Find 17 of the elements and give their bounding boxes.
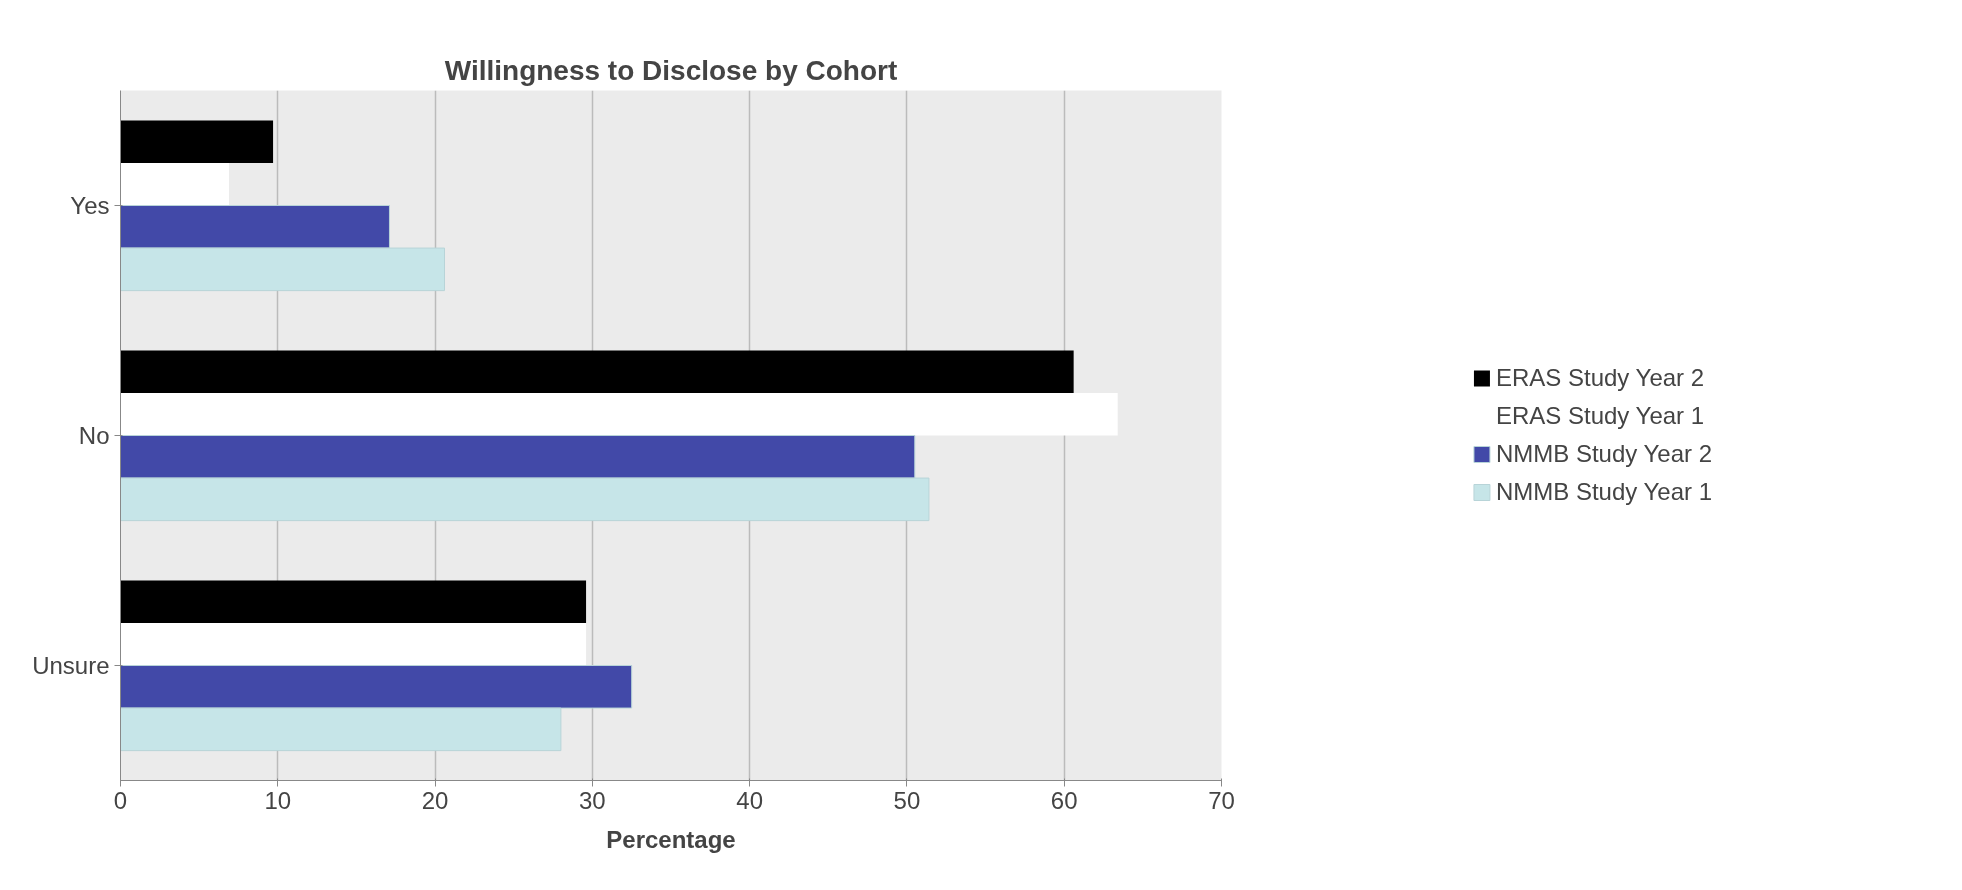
- legend-label: NMMB Study Year 1: [1495, 478, 1713, 506]
- x-tick-label: 10: [264, 786, 292, 814]
- x-tick-label: 20: [421, 786, 449, 814]
- chart-title: Willingness to Disclose by Cohort: [444, 54, 898, 86]
- y-tick-label: No: [78, 422, 110, 449]
- x-axis-title: Percentage: [606, 825, 736, 853]
- legend-label: ERAS Study Year 2: [1495, 364, 1705, 392]
- x-tick-label: 60: [1050, 786, 1078, 814]
- legend-label: NMMB Study Year 2: [1495, 440, 1713, 468]
- y-tick-label: Yes: [70, 192, 110, 219]
- text: ERAS Study Year 1: [1495, 402, 1705, 430]
- x-tick-label: 30: [579, 786, 606, 814]
- y-tick-label: Unsure: [32, 652, 110, 679]
- x-tick-label: 0: [113, 786, 128, 814]
- x-tick-label: 70: [1208, 786, 1235, 814]
- x-tick-label: 50: [893, 786, 921, 814]
- x-tick-label: 40: [736, 786, 763, 814]
